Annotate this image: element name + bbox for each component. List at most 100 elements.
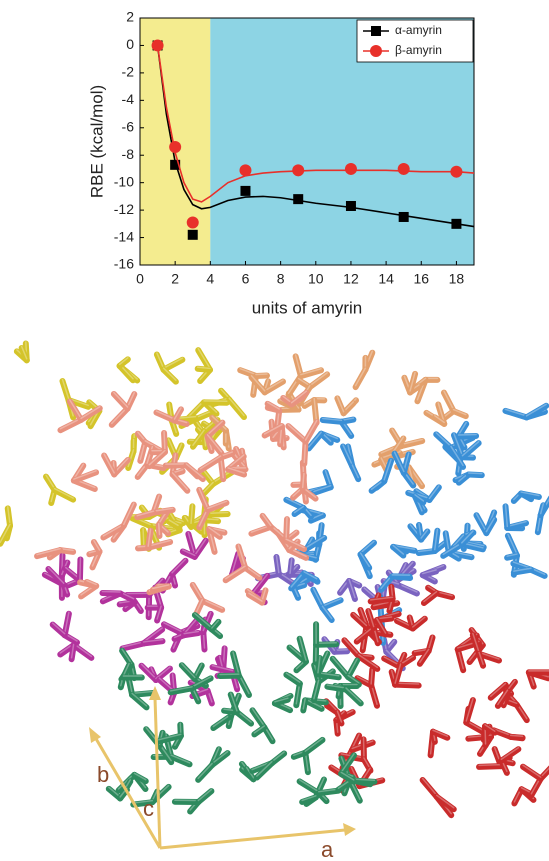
data-point [450, 166, 462, 178]
data-point [451, 219, 461, 229]
axis-label: b [97, 762, 109, 787]
data-point [346, 201, 356, 211]
data-point [240, 186, 250, 196]
y-tick-label: -4 [122, 91, 135, 107]
stick-highlight [286, 518, 287, 539]
stick [202, 601, 222, 610]
data-point [293, 194, 303, 204]
y-tick-label: 0 [126, 36, 134, 52]
stick [286, 675, 299, 684]
x-tick-label: 12 [343, 271, 359, 287]
stick [55, 490, 74, 499]
stick-highlight [395, 683, 419, 684]
stick [198, 791, 211, 802]
stick [361, 554, 370, 567]
legend-marker [371, 26, 381, 36]
x-axis-label: units of amyrin [252, 298, 363, 317]
x-tick-label: 16 [413, 271, 429, 287]
figure: 20-2-4-6-8-10-12-14-16024681012141618uni… [0, 0, 549, 861]
stick-highlight [469, 473, 482, 474]
stick [479, 766, 501, 767]
stick [212, 622, 219, 630]
arrow-head [343, 823, 356, 836]
y-tick-label: -8 [122, 146, 135, 162]
stick [198, 765, 212, 780]
stick [201, 458, 221, 471]
x-tick-label: 6 [242, 271, 250, 287]
x-tick-label: 0 [136, 271, 144, 287]
stick [182, 665, 195, 679]
x-tick-label: 10 [308, 271, 324, 287]
stick [511, 737, 523, 738]
data-point [292, 164, 304, 176]
axis-c [155, 698, 160, 848]
y-tick-label: -16 [114, 256, 134, 272]
y-axis-label: RBE (kcal/mol) [87, 85, 106, 198]
data-point [187, 216, 199, 228]
stick [263, 516, 271, 527]
stick [53, 625, 65, 635]
x-tick-label: 8 [277, 271, 285, 287]
data-point [169, 141, 181, 153]
data-point [152, 39, 164, 51]
stick-highlight [159, 524, 160, 535]
stick [252, 710, 264, 727]
axis-label: c [143, 796, 154, 821]
stick [164, 370, 176, 382]
stick [395, 685, 419, 686]
stick [114, 394, 128, 409]
stick [164, 624, 181, 632]
x-tick-label: 2 [171, 271, 179, 287]
stick [172, 561, 185, 574]
stick [346, 690, 361, 704]
data-point [345, 163, 357, 175]
stick [305, 740, 322, 753]
legend-label: α-amyrin [395, 23, 442, 37]
stick [300, 781, 319, 793]
crystal-image [0, 342, 549, 815]
stick [173, 474, 188, 490]
y-tick-label: -12 [114, 201, 134, 217]
stick-highlight [316, 643, 336, 644]
axis-label: a [321, 837, 334, 861]
stick [322, 608, 331, 620]
stick-highlight [143, 529, 144, 545]
legend-marker [370, 45, 382, 57]
stick [423, 780, 437, 797]
stick [398, 585, 416, 593]
stick [60, 420, 81, 430]
x-tick-label: 4 [206, 271, 214, 287]
stick-highlight [80, 558, 81, 579]
stick [413, 619, 425, 629]
data-point [239, 164, 251, 176]
stick [208, 503, 227, 510]
plot: 20-2-4-6-8-10-12-14-16024681012141618uni… [87, 9, 474, 318]
stick [523, 767, 541, 779]
stick [310, 374, 327, 387]
arrow-head [89, 727, 101, 743]
y-tick-label: -6 [122, 118, 135, 134]
legend-label: β-amyrin [395, 43, 442, 57]
stick [288, 426, 305, 441]
y-tick-label: 2 [126, 9, 134, 25]
stick [429, 487, 438, 500]
stick [254, 727, 264, 734]
x-tick-label: 14 [378, 271, 394, 287]
stick-highlight [164, 432, 165, 451]
stick-highlight [479, 765, 501, 766]
y-tick-label: -10 [114, 173, 134, 189]
stick [424, 593, 437, 603]
stick [316, 644, 336, 645]
data-point [188, 230, 198, 240]
stick [164, 360, 183, 370]
data-point [398, 163, 410, 175]
stick [229, 400, 244, 417]
y-tick-label: -2 [122, 64, 135, 80]
stick [112, 409, 128, 425]
stick [203, 484, 213, 495]
stick-highlight [511, 735, 523, 736]
axis-a [160, 830, 345, 848]
data-point [399, 212, 409, 222]
stick [469, 475, 482, 476]
axis-b [95, 737, 160, 848]
